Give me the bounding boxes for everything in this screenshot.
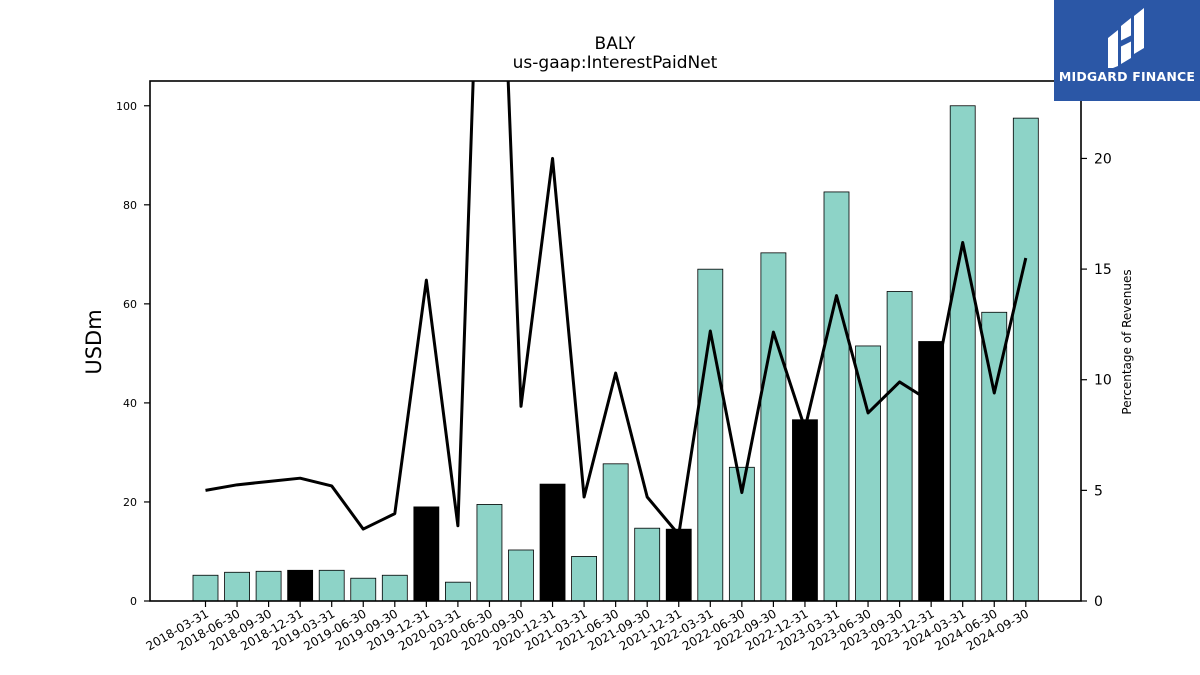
bar-2021-06-30 [602,463,629,602]
y-axis-label: USDm [82,309,106,374]
bar-2019-03-31 [318,569,345,602]
bar-2024-09-30 [1012,117,1039,602]
bar-2022-09-30 [760,252,787,602]
bar-2018-06-30 [224,571,250,602]
bar-2020-06-30 [476,504,503,602]
bar-2018-09-30 [255,570,282,602]
bar-2023-09-30 [886,291,913,602]
midgard-finance-logo: MIDGARD FINANCE [1054,0,1200,101]
bar-2022-03-31 [697,268,724,602]
bar-2018-03-31 [192,574,219,602]
y-tick-label: 80 [123,199,137,212]
y-tick-label: 20 [123,496,137,509]
chart-subtitle: us-gaap:InterestPaidNet [513,53,718,73]
bar-2019-12-31 [413,506,440,602]
revenue-percentage-line [205,81,1028,537]
bar-2020-09-30 [508,549,534,602]
bar-2021-09-30 [634,527,661,602]
y2-tick-label: 20 [1094,151,1112,167]
bar-2024-03-31 [949,105,976,602]
bar-2023-06-30 [855,345,881,602]
y-tick-label: 40 [123,397,137,410]
y-tick-label: 100 [116,100,137,113]
y2-axis-label: Percentage of Revenues [1120,269,1134,414]
y2-tick-label: 0 [1094,594,1103,610]
bar-2020-03-31 [444,581,471,602]
y2-tick-label: 5 [1094,483,1103,499]
bar-2021-12-31 [665,528,692,602]
bar-2020-12-31 [539,483,566,602]
bar-2019-09-30 [381,574,408,602]
bar-2023-03-31 [823,191,850,602]
bar-2021-03-31 [571,556,597,602]
bar-2023-12-31 [918,341,945,602]
bars-group [192,105,1039,602]
chart-title: BALY [595,34,637,54]
y2-tick-label: 15 [1094,262,1112,278]
line-group [205,81,1028,537]
y2-tick-label: 10 [1094,373,1112,389]
bar-2018-12-31 [287,569,314,602]
y-tick-label: 0 [130,595,137,608]
logo-mark-icon [1108,8,1144,68]
bar-2019-06-30 [350,577,377,602]
y-tick-label: 60 [123,298,137,311]
bar-2022-12-31 [792,419,818,602]
logo-text: MIDGARD FINANCE [1058,69,1196,84]
